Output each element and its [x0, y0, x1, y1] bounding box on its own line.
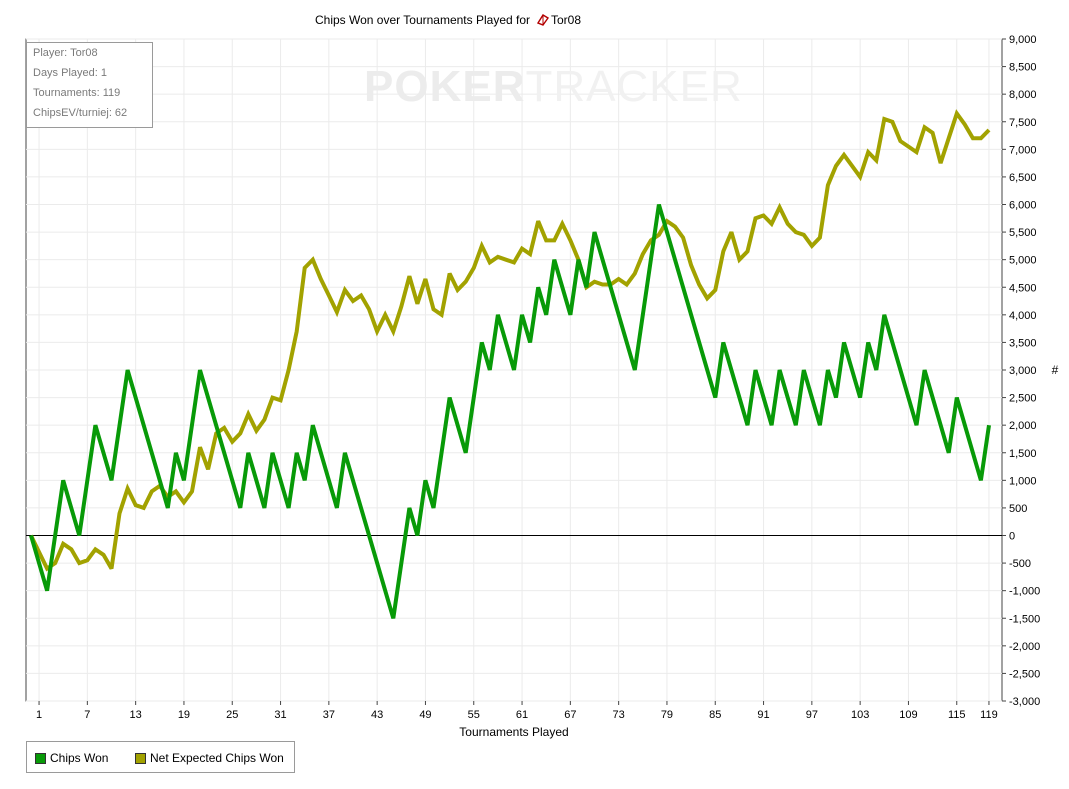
- x-tick-label: 85: [709, 709, 721, 721]
- y-tick-label: 2,500: [1009, 393, 1037, 405]
- series-line-net-expected-chips-won: [29, 109, 991, 572]
- y-tick-label: 0: [1009, 531, 1015, 543]
- x-tick-label: 49: [419, 709, 431, 721]
- x-tick-label: 43: [371, 709, 383, 721]
- y-tick-label: 2,000: [1009, 420, 1037, 432]
- legend-label-chips-won: Chips Won: [50, 751, 109, 765]
- y-tick-label: 8,000: [1009, 89, 1037, 101]
- y-tick-label: 6,000: [1009, 200, 1037, 212]
- x-tick-label: 109: [899, 709, 917, 721]
- x-tick-label: 79: [661, 709, 673, 721]
- x-tick-label: 73: [613, 709, 625, 721]
- x-tick-label: 31: [274, 709, 286, 721]
- series-line-chips-won: [29, 203, 991, 619]
- y-tick-label: 4,500: [1009, 282, 1037, 294]
- y-tick-label: 7,000: [1009, 144, 1037, 156]
- x-tick-label: 25: [226, 709, 238, 721]
- legend-swatch-net-expected: [135, 752, 146, 764]
- x-tick-label: 19: [178, 709, 190, 721]
- y-axis: 9,000 8,500 8,000 7,500 7,000 6,500 6,000 5,500…: [1002, 34, 1040, 708]
- legend-item-net-expected[interactable]: Net Expected Chips Won: [135, 751, 284, 765]
- watermark-part2: TRACKER: [525, 62, 743, 111]
- x-axis: 1 7 13 19 25 31 37 43 49 55 61 67 73 79 85 91 97 103 109 11…: [36, 701, 998, 721]
- info-player: Player: Tor08: [33, 47, 98, 59]
- x-tick-label: 1: [36, 709, 42, 721]
- legend: Chips Won Net Expected Chips Won: [26, 741, 295, 773]
- x-tick-label: 115: [948, 709, 966, 721]
- x-axis-label: Tournaments Played: [459, 725, 568, 739]
- y-tick-label: 4,000: [1009, 310, 1037, 322]
- x-tick-label: 37: [323, 709, 335, 721]
- y-tick-label: -1,500: [1009, 613, 1040, 625]
- x-tick-label: 61: [516, 709, 528, 721]
- chart-title: Chips Won over Tournaments Played for: [315, 13, 530, 27]
- info-tournaments: Tournaments: 119: [33, 87, 121, 99]
- y-tick-label: 500: [1009, 503, 1027, 515]
- y-tick-label: 7,500: [1009, 117, 1037, 129]
- legend-item-chips-won[interactable]: Chips Won: [35, 751, 108, 765]
- x-tick-label: 13: [130, 709, 142, 721]
- player-info-box: Player: Tor08 Days Played: 1 Tournaments…: [26, 42, 153, 128]
- y-tick-label: -3,000: [1009, 696, 1040, 708]
- player-icon: [536, 14, 550, 26]
- y-tick-label: 5,000: [1009, 255, 1037, 267]
- y-tick-label: 1,000: [1009, 475, 1037, 487]
- y-tick-label: 3,500: [1009, 337, 1037, 349]
- y-tick-label: 6,500: [1009, 172, 1037, 184]
- y-tick-label: 1,500: [1009, 448, 1037, 460]
- y-axis-label: #: [1052, 363, 1059, 377]
- watermark-part1: POKER: [364, 62, 526, 111]
- chart-title-player: Tor08: [551, 13, 581, 27]
- y-tick-label: -1,000: [1009, 586, 1040, 598]
- series-layer: [29, 109, 991, 619]
- x-tick-label: 119: [980, 709, 998, 721]
- x-tick-label: 67: [564, 709, 576, 721]
- y-tick-label: 8,500: [1009, 62, 1037, 74]
- x-tick-label: 91: [757, 709, 769, 721]
- y-tick-label: 3,000: [1009, 365, 1037, 377]
- y-tick-label: -2,000: [1009, 641, 1040, 653]
- x-tick-label: 55: [468, 709, 480, 721]
- legend-swatch-chips-won: [35, 752, 46, 764]
- x-tick-label: 103: [851, 709, 869, 721]
- y-tick-label: 5,500: [1009, 227, 1037, 239]
- x-tick-label: 7: [84, 709, 90, 721]
- x-tick-label: 97: [806, 709, 818, 721]
- info-days-played: Days Played: 1: [33, 67, 107, 79]
- info-chipsev: ChipsEV/turniej: 62: [33, 107, 128, 119]
- y-tick-label: -2,500: [1009, 668, 1040, 680]
- y-tick-label: 9,000: [1009, 34, 1037, 46]
- y-tick-label: -500: [1009, 558, 1031, 570]
- watermark-logo: POKERTRACKER: [364, 62, 743, 112]
- legend-label-net-expected: Net Expected Chips Won: [150, 751, 284, 765]
